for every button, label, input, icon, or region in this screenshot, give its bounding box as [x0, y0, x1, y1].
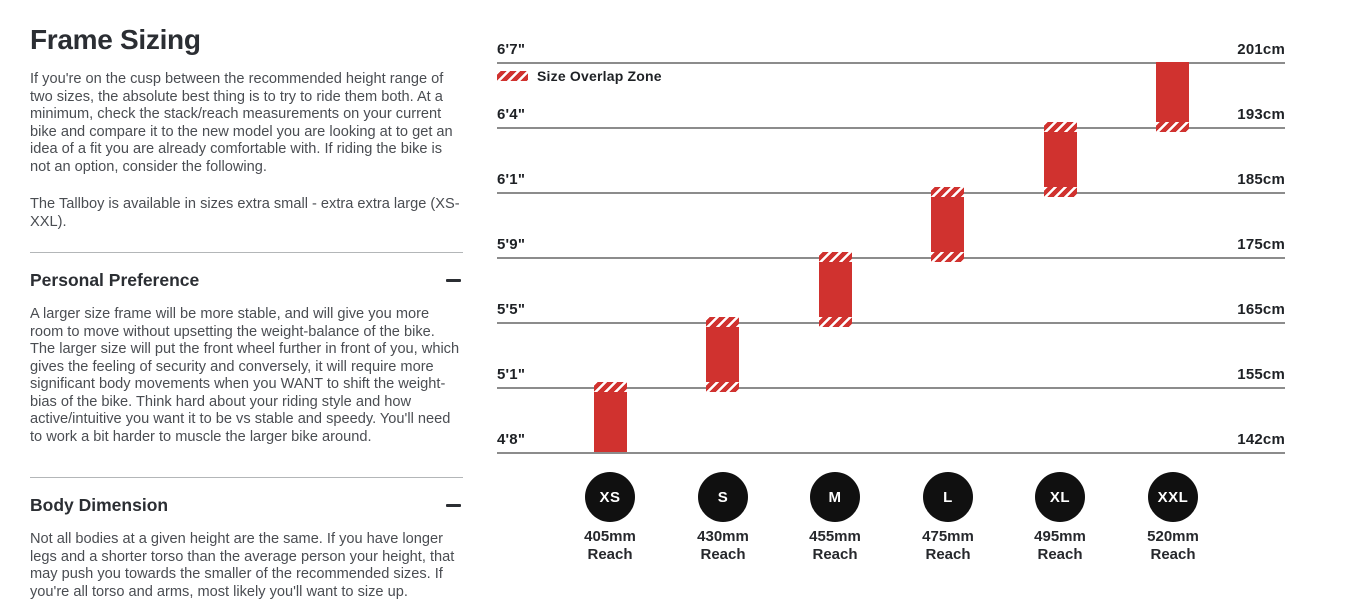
- section-divider: [30, 477, 463, 478]
- grid-row: 5'1" 155cm: [497, 363, 1285, 389]
- reach-label-xs: 405mm Reach: [565, 528, 655, 564]
- overlap-zone-hatch: [706, 382, 739, 392]
- grid-row: 6'7" 201cm: [497, 38, 1285, 64]
- height-tick-cm: 185cm: [1237, 171, 1285, 188]
- body-dimension-heading: Body Dimension: [30, 495, 169, 515]
- overlap-zone-hatch: [819, 317, 852, 327]
- gridline: [497, 62, 1285, 64]
- reach-label-xl: 495mm Reach: [1015, 528, 1105, 564]
- overlap-zone-hatch: [1044, 187, 1077, 197]
- height-tick-ft: 5'9": [497, 236, 526, 253]
- size-bar-l: [931, 187, 964, 262]
- reach-label-l: 475mm Reach: [903, 528, 993, 564]
- size-circle-label: XS: [599, 488, 621, 506]
- reach-value: 495mm: [1034, 528, 1086, 545]
- gridline: [497, 322, 1285, 324]
- reach-value: 405mm: [584, 528, 636, 545]
- size-bar-xxl: [1156, 62, 1189, 132]
- page-title: Frame Sizing: [30, 24, 201, 55]
- collapse-minus-icon[interactable]: [446, 278, 461, 282]
- section-divider: [30, 252, 463, 253]
- intro-paragraph-2: The Tallboy is available in sizes extra …: [30, 196, 460, 230]
- grid-row: 5'5" 165cm: [497, 298, 1285, 324]
- height-tick-cm: 175cm: [1237, 236, 1285, 253]
- reach-word: Reach: [1150, 546, 1196, 563]
- reach-label-m: 455mm Reach: [790, 528, 880, 564]
- grid-row: 6'4" 193cm: [497, 103, 1285, 129]
- legend-label: Size Overlap Zone: [537, 68, 662, 84]
- grid-row: 6'1" 185cm: [497, 168, 1285, 194]
- height-tick-cm: 155cm: [1237, 366, 1285, 383]
- overlap-zone-swatch-icon: [497, 71, 528, 81]
- height-tick-cm: 165cm: [1237, 301, 1285, 318]
- size-circle-xl: XL: [1035, 472, 1085, 522]
- height-tick-cm: 142cm: [1237, 431, 1285, 448]
- reach-word: Reach: [1037, 546, 1083, 563]
- height-tick-ft: 6'1": [497, 171, 526, 188]
- grid-row: 4'8" 142cm: [497, 428, 1285, 454]
- size-circle-xs: XS: [585, 472, 635, 522]
- reach-word: Reach: [700, 546, 746, 563]
- reach-label-s: 430mm Reach: [678, 528, 768, 564]
- size-bar-xl: [1044, 122, 1077, 197]
- gridline: [497, 257, 1285, 259]
- reach-value: 475mm: [922, 528, 974, 545]
- reach-label-xxl: 520mm Reach: [1128, 528, 1218, 564]
- personal-preference-body: A larger size frame will be more stable,…: [30, 306, 460, 445]
- size-circle-s: S: [698, 472, 748, 522]
- collapse-minus-icon[interactable]: [446, 503, 461, 507]
- size-bar-xs: [594, 382, 627, 452]
- sizing-text-column: Frame Sizing If you're on the cusp betwe…: [30, 24, 463, 601]
- size-circle-label: M: [828, 488, 842, 506]
- size-bar-m: [819, 252, 852, 327]
- size-circle-label: S: [717, 488, 729, 506]
- overlap-zone-hatch: [931, 252, 964, 262]
- section-header-personal-preference[interactable]: Personal Preference: [30, 270, 463, 290]
- intro-paragraph-1: If you're on the cusp between the recomm…: [30, 71, 453, 175]
- overlap-zone-hatch: [931, 187, 964, 197]
- reach-value: 455mm: [809, 528, 861, 545]
- size-circle-xxl: XXL: [1148, 472, 1198, 522]
- overlap-zone-hatch: [1156, 122, 1189, 132]
- height-tick-ft: 5'1": [497, 366, 526, 383]
- overlap-zone-hatch: [594, 382, 627, 392]
- size-circle-label: XXL: [1157, 488, 1189, 506]
- reach-word: Reach: [812, 546, 858, 563]
- height-tick-ft: 6'4": [497, 106, 526, 123]
- gridline: [497, 452, 1285, 454]
- reach-word: Reach: [587, 546, 633, 563]
- personal-preference-heading: Personal Preference: [30, 270, 200, 290]
- height-tick-ft: 5'5": [497, 301, 526, 318]
- overlap-zone-hatch: [1044, 122, 1077, 132]
- overlap-zone-hatch: [706, 317, 739, 327]
- gridline: [497, 127, 1285, 129]
- height-tick-ft: 4'8": [497, 431, 526, 448]
- body-dimension-body: Not all bodies at a given height are the…: [30, 531, 455, 600]
- reach-value: 430mm: [697, 528, 749, 545]
- height-tick-cm: 193cm: [1237, 106, 1285, 123]
- frame-sizing-chart: 6'7" 201cm 6'4" 193cm 6'1" 185cm 5'9" 17…: [497, 0, 1285, 604]
- size-circle-label: L: [943, 488, 953, 506]
- size-circle-l: L: [923, 472, 973, 522]
- height-tick-cm: 201cm: [1237, 41, 1285, 58]
- section-header-body-dimension[interactable]: Body Dimension: [30, 495, 463, 515]
- legend: Size Overlap Zone: [497, 68, 662, 84]
- gridline: [497, 192, 1285, 194]
- size-circle-m: M: [810, 472, 860, 522]
- overlap-zone-hatch: [819, 252, 852, 262]
- reach-word: Reach: [925, 546, 971, 563]
- size-circle-label: XL: [1049, 488, 1071, 506]
- gridline: [497, 387, 1285, 389]
- size-bar-s: [706, 317, 739, 392]
- reach-value: 520mm: [1147, 528, 1199, 545]
- grid-row: 5'9" 175cm: [497, 233, 1285, 259]
- height-tick-ft: 6'7": [497, 41, 526, 58]
